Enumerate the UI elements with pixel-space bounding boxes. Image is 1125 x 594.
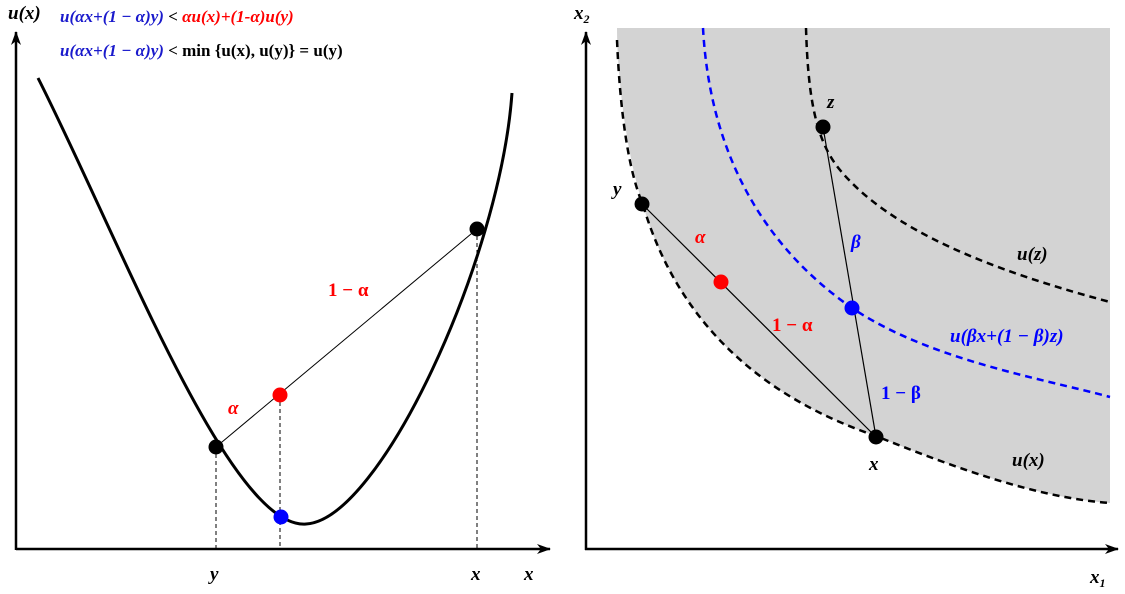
point-y-right (634, 196, 650, 212)
point-x-right (868, 429, 884, 445)
left-panel: u(x) x y x α 1 − α u(αx+(1 − α)y) < αu(x… (8, 3, 551, 585)
tick-label-y: y (208, 564, 219, 585)
point-y-left (208, 439, 224, 455)
indifference-curve-ux (615, 39, 1111, 505)
indifference-curve-uz (804, 27, 1111, 304)
left-x-axis-label: x (523, 564, 534, 585)
label-curve-mix: u(βx+(1 − β)z) (950, 326, 1064, 347)
label-alpha-left: α (228, 398, 239, 419)
point-blue-curve (273, 509, 289, 525)
point-red-chord (272, 387, 288, 403)
label-point-y: y (611, 179, 622, 200)
label-one-minus-alpha-left: 1 − α (328, 280, 369, 301)
point-z (815, 119, 831, 135)
label-alpha-right: α (695, 227, 706, 248)
label-curve-ux: u(x) (1012, 450, 1045, 471)
right-panel: x2 x1 y z x α 1 − α β 1 − β u(z) u(βx+(1… (573, 3, 1119, 590)
upper-contour-set-shading (617, 28, 1110, 503)
point-blue-mix (844, 300, 860, 316)
point-red-mix (713, 274, 729, 290)
formula-line-2: u(αx+(1 − α)y) < min {u(x), u(y)} = u(y) (60, 41, 343, 60)
left-y-axis-label: u(x) (8, 3, 41, 24)
label-one-minus-alpha-right: 1 − α (772, 315, 813, 336)
utility-curve (36, 77, 514, 526)
segment-z-x (822, 126, 877, 438)
formula-line-1: u(αx+(1 − α)y) < αu(x)+(1-α)u(y) (60, 7, 294, 26)
point-x-left (469, 221, 485, 237)
segment-y-x (641, 203, 877, 438)
label-one-minus-beta: 1 − β (881, 383, 921, 404)
right-x-axis-label: x1 (1089, 567, 1106, 590)
label-point-z: z (826, 92, 835, 113)
tick-label-x: x (470, 564, 481, 585)
label-curve-uz: u(z) (1017, 244, 1048, 265)
chord-line (215, 228, 478, 448)
label-beta: β (850, 232, 861, 253)
label-point-x: x (868, 454, 879, 475)
right-y-axis-label: x2 (573, 3, 590, 26)
